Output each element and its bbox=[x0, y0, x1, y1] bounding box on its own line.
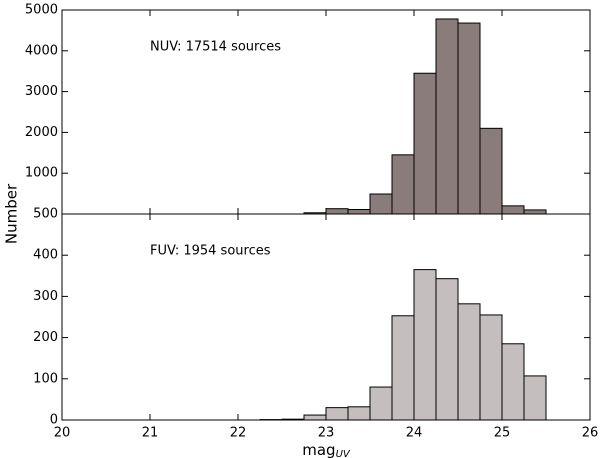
y-tick-label: 300 bbox=[33, 289, 58, 304]
histogram-bar bbox=[457, 303, 481, 421]
histogram-bar bbox=[347, 406, 371, 421]
x-axis-label: magUV bbox=[302, 441, 351, 458]
y-tick-label: 4000 bbox=[25, 43, 58, 58]
histogram-bar bbox=[369, 193, 393, 215]
histogram-bar bbox=[347, 209, 371, 215]
histogram-bar bbox=[435, 278, 459, 421]
y-tick-label: 400 bbox=[33, 248, 58, 263]
histogram-bar bbox=[325, 208, 349, 215]
histogram-bar bbox=[479, 127, 503, 215]
x-tick-label: 26 bbox=[582, 426, 599, 441]
histogram-bar bbox=[369, 386, 393, 421]
x-tick-label: 21 bbox=[142, 426, 159, 441]
y-tick-label: 5000 bbox=[25, 3, 58, 18]
x-tick-label: 22 bbox=[230, 426, 247, 441]
x-tick-label: 20 bbox=[54, 426, 71, 441]
histogram-bar bbox=[501, 205, 525, 215]
histogram-bar bbox=[413, 269, 437, 421]
y-tick-label: 2000 bbox=[25, 125, 58, 140]
y-tick-label: 3000 bbox=[25, 84, 58, 99]
histogram-bar bbox=[479, 314, 503, 421]
histogram-bar bbox=[435, 18, 459, 215]
y-tick-label: 1000 bbox=[25, 166, 58, 181]
annotation: FUV: 1954 sources bbox=[150, 244, 271, 259]
histogram-bar bbox=[501, 343, 525, 421]
plot-frame bbox=[61, 9, 591, 215]
y-tick-label: 200 bbox=[33, 330, 58, 345]
histogram-bar bbox=[325, 407, 349, 421]
histogram-bar bbox=[457, 22, 481, 215]
x-axis-label-main: mag bbox=[302, 441, 335, 458]
y-tick-label: 500 bbox=[33, 207, 58, 222]
histogram-bar bbox=[303, 414, 327, 421]
y-tick-label: 100 bbox=[33, 371, 58, 386]
x-tick-label: 24 bbox=[406, 426, 423, 441]
histogram-bar bbox=[391, 154, 415, 215]
y-axis-label: Number bbox=[3, 183, 21, 244]
histogram-bar bbox=[413, 72, 437, 215]
histogram-bar bbox=[523, 209, 547, 215]
annotation: NUV: 17514 sources bbox=[150, 40, 281, 55]
x-axis-label-subscript: UV bbox=[336, 449, 351, 458]
histogram-bar bbox=[391, 315, 415, 421]
histogram-bar bbox=[523, 375, 547, 421]
x-tick-label: 25 bbox=[494, 426, 511, 441]
x-tick-label: 23 bbox=[318, 426, 335, 441]
y-tick-label: 0 bbox=[50, 413, 58, 428]
